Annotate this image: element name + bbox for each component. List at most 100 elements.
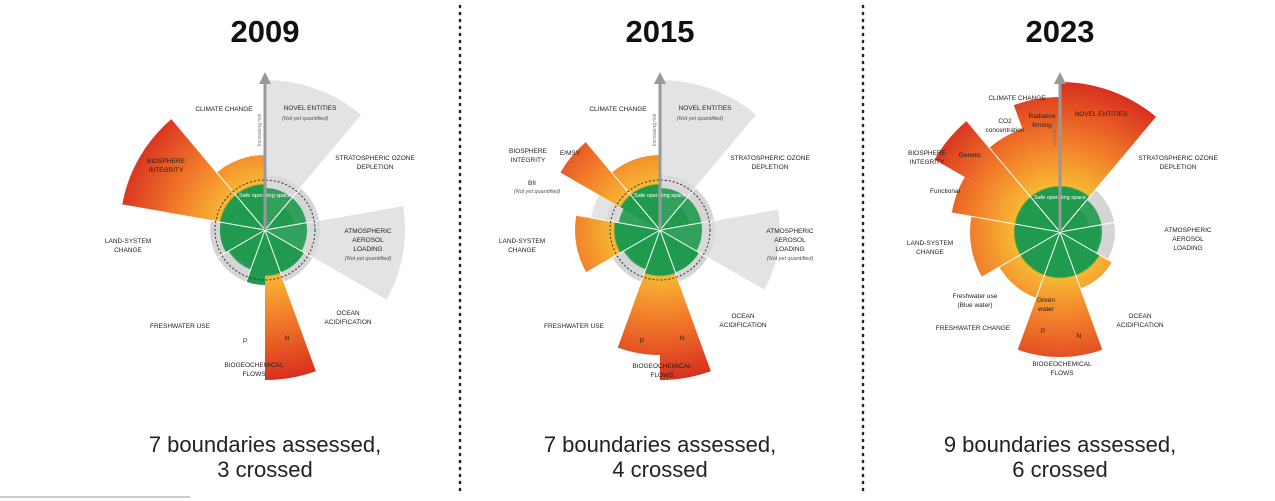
- boundary-label: INTEGRITY: [910, 159, 945, 166]
- boundary-label: ACIDIFICATION: [324, 319, 371, 326]
- boundary-label: Functional: [930, 188, 961, 195]
- axis-label: Increasing risk: [652, 113, 658, 146]
- boundary-label: CLIMATE CHANGE: [195, 106, 253, 113]
- boundary-label: ACIDIFICATION: [719, 322, 766, 329]
- boundary-label: concentration: [985, 127, 1024, 134]
- boundary-label: Radiative: [1028, 113, 1055, 120]
- sector-line: [264, 114, 362, 231]
- caption: 9 boundaries assessed,: [944, 432, 1176, 457]
- sector-line: [659, 229, 712, 372]
- caption: 7 boundaries assessed,: [544, 432, 776, 457]
- sector-line: [264, 229, 396, 306]
- boundary-label: Genetic: [959, 152, 982, 159]
- sector-line: [608, 229, 661, 372]
- boundary-label: FLOWS: [242, 371, 266, 378]
- boundary-label: INTEGRITY: [149, 167, 184, 174]
- boundary-label: (Not yet quantified): [767, 256, 814, 262]
- sector-line: [168, 114, 266, 231]
- sector-line: [264, 229, 317, 372]
- boundary-label: LAND-SYSTEM: [907, 240, 953, 247]
- sector-line: [512, 203, 661, 231]
- sector-line: [1059, 231, 1112, 374]
- boundary-label: BIOSPHERE: [147, 158, 186, 165]
- boundary-label: STRATOSPHERIC OZONE: [335, 155, 415, 162]
- boundary-ring: [214, 179, 316, 281]
- panel-title: 2023: [1026, 14, 1095, 49]
- boundary-label: DEPLETION: [752, 164, 789, 171]
- boundary-label: P: [640, 338, 644, 345]
- boundary-label: CHANGE: [114, 247, 142, 254]
- boundary-label: CLIMATE CHANGE: [589, 106, 647, 113]
- boundary-label: Freshwater use: [953, 293, 998, 300]
- risk-arrow-head: [1054, 72, 1066, 84]
- boundary-label: AEROSOL: [774, 237, 806, 244]
- sector-line: [659, 229, 791, 306]
- boundary-label: OCEAN: [731, 313, 754, 320]
- risk-arrow-head: [259, 72, 271, 84]
- axis-label: Increasing risk: [1052, 113, 1058, 146]
- boundary-label: AEROSOL: [352, 237, 384, 244]
- boundary-label: N: [1077, 333, 1082, 340]
- sector-line: [659, 203, 808, 231]
- boundary-label: FRESHWATER CHANGE: [936, 325, 1011, 332]
- axis-label: Increasing risk: [257, 113, 263, 146]
- sector-line: [264, 203, 413, 231]
- boundary-label: DEPLETION: [357, 164, 394, 171]
- boundary-label: water: [1037, 306, 1055, 313]
- boundary-wedge: [660, 80, 757, 230]
- sector-line: [529, 229, 661, 306]
- caption: 6 crossed: [1012, 457, 1107, 482]
- boundary-label: BIOGEOCHEMICAL: [1032, 361, 1092, 368]
- boundary-label: N: [680, 335, 685, 342]
- sector-line: [117, 203, 266, 231]
- boundary-label: P: [1041, 328, 1045, 335]
- boundary-label: CO2: [998, 118, 1012, 125]
- boundary-label: INTEGRITY: [511, 157, 546, 164]
- boundary-label: LOADING: [1173, 245, 1202, 252]
- boundary-label: (Not yet quantified): [345, 256, 392, 262]
- boundary-label: ATMOSPHERIC: [344, 228, 391, 235]
- boundary-label: NOVEL ENTITIES: [679, 105, 733, 112]
- boundary-label: AEROSOL: [1172, 236, 1204, 243]
- sector-line: [1008, 231, 1061, 374]
- sector-line: [659, 114, 757, 231]
- boundary-label: LOADING: [353, 246, 382, 253]
- boundary-label: BIOGEOCHEMICAL: [224, 362, 284, 369]
- boundary-label: E/MSY: [560, 150, 581, 157]
- boundary-label: BII: [528, 180, 536, 187]
- sector-line: [213, 229, 266, 372]
- boundary-label: STRATOSPHERIC OZONE: [730, 155, 810, 162]
- boundary-wedge: [265, 80, 362, 230]
- boundary-label: FLOWS: [1050, 370, 1074, 377]
- panel-title: 2009: [231, 14, 300, 49]
- boundary-wedge: [122, 118, 265, 230]
- boundary-label: BIOSPHERE: [908, 150, 947, 157]
- sector-line: [1059, 231, 1191, 308]
- boundary-label: OCEAN: [336, 310, 359, 317]
- boundary-label: P: [243, 338, 247, 345]
- sector-line: [912, 205, 1061, 233]
- boundary-label: (Not yet quantified): [514, 189, 561, 195]
- caption: 4 crossed: [612, 457, 707, 482]
- caption: 7 boundaries assessed,: [149, 432, 381, 457]
- boundary-label: (Blue water): [957, 302, 992, 309]
- boundary-label: OCEAN: [1128, 313, 1151, 320]
- sector-line: [929, 231, 1061, 308]
- panel-title: 2015: [626, 14, 695, 49]
- sector-line: [963, 116, 1061, 233]
- risk-arrow-head: [654, 72, 666, 84]
- boundary-ring: [609, 179, 711, 281]
- boundary-label: (Not yet quantified): [677, 116, 724, 122]
- boundary-label: Green: [1037, 297, 1055, 304]
- boundary-label: FLOWS: [650, 372, 674, 379]
- sector-line: [1059, 116, 1157, 233]
- boundary-label: LAND-SYSTEM: [499, 238, 545, 245]
- sector-line: [563, 114, 661, 231]
- boundary-label: LAND-SYSTEM: [105, 238, 151, 245]
- boundary-label: NOVEL ENTITIES: [284, 105, 338, 112]
- sector-line: [1059, 205, 1208, 233]
- boundary-label: BIOGEOCHEMICAL: [632, 363, 692, 370]
- boundary-label: N: [285, 335, 290, 342]
- boundary-label: BIOSPHERE: [509, 148, 548, 155]
